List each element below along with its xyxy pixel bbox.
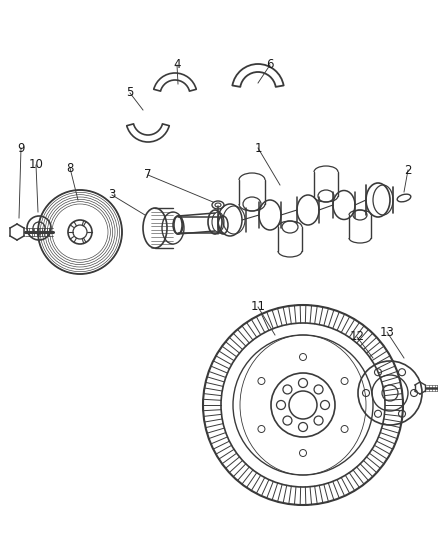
Text: 13: 13: [380, 326, 395, 338]
Text: 3: 3: [108, 189, 116, 201]
Text: 1: 1: [254, 141, 262, 155]
Text: 4: 4: [173, 59, 181, 71]
Text: 11: 11: [251, 301, 265, 313]
Text: 10: 10: [28, 158, 43, 172]
Text: 9: 9: [17, 141, 25, 155]
Text: 12: 12: [350, 330, 364, 343]
Text: 2: 2: [404, 164, 412, 176]
Text: 6: 6: [266, 59, 274, 71]
Text: 5: 5: [126, 86, 134, 100]
Text: 7: 7: [144, 168, 152, 182]
Text: 8: 8: [66, 161, 74, 174]
